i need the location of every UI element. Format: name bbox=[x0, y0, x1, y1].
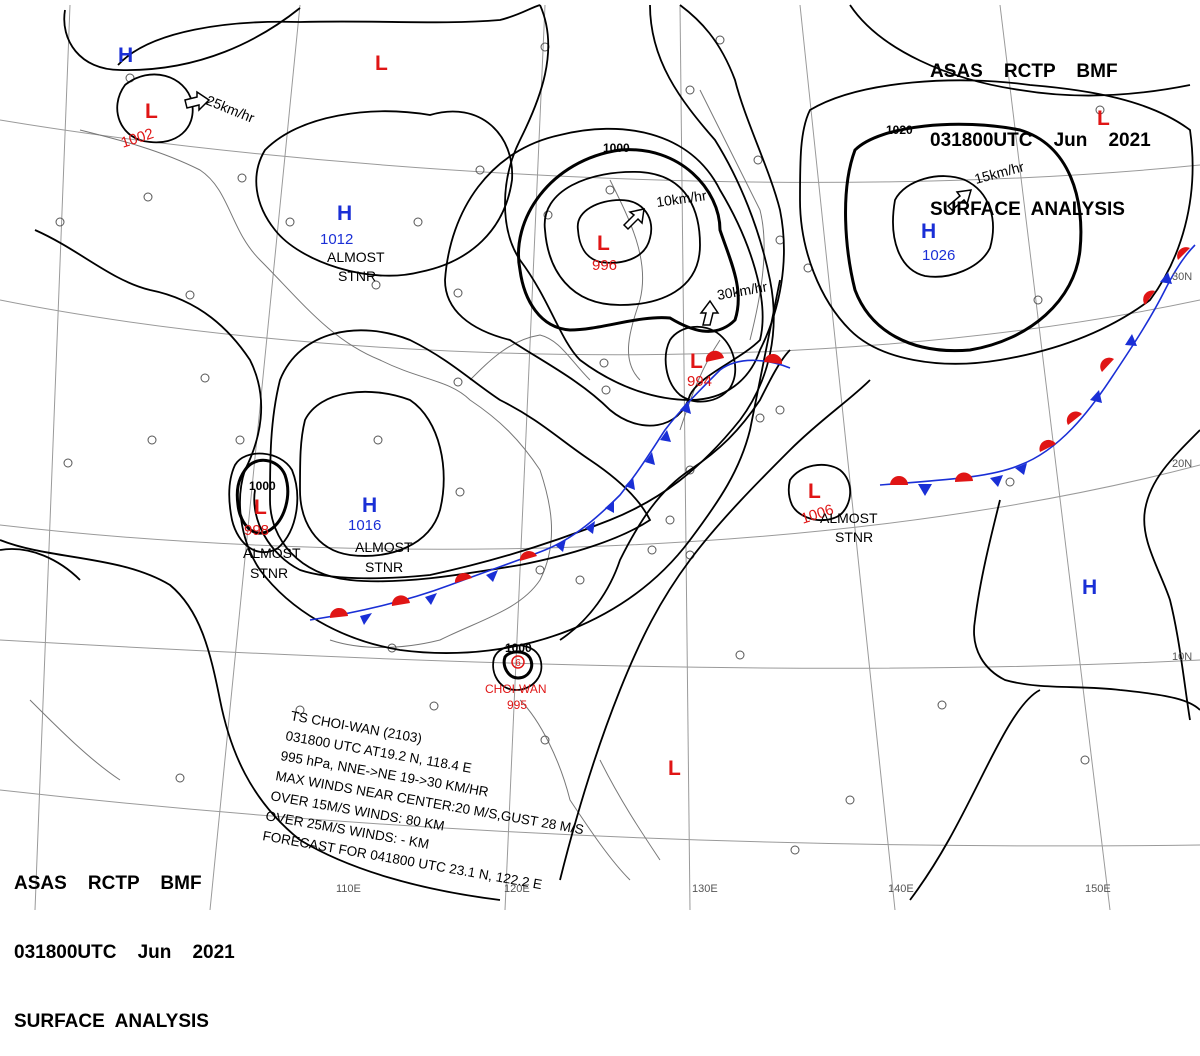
isobar-label: 1000 bbox=[603, 141, 630, 155]
latitude-label: 20N bbox=[1172, 458, 1192, 470]
isobar-china-high bbox=[299, 390, 445, 557]
isobar-low-996 bbox=[543, 171, 701, 306]
isobar-1000-mid bbox=[517, 148, 740, 333]
isobar-pacific-high-outer bbox=[799, 79, 1194, 365]
longitude-label: 110E bbox=[336, 883, 361, 895]
isobar-far-left bbox=[0, 548, 81, 581]
pressure-center-symbol: L bbox=[1097, 107, 1110, 130]
tc-symbol: 6 bbox=[511, 655, 525, 669]
pressure-center-symbol: L bbox=[690, 350, 703, 373]
header-line1: ASAS RCTP BMF bbox=[930, 61, 1118, 82]
isobar-central-low-outer bbox=[504, 4, 785, 401]
header-line2: 031800UTC Jun 2021 bbox=[14, 942, 235, 963]
pressure-center-symbol: H bbox=[118, 44, 133, 67]
header-line1: ASAS RCTP BMF bbox=[14, 873, 202, 894]
pressure-center-value: 1012 bbox=[320, 231, 353, 248]
storm-name: CHOI-WAN bbox=[485, 682, 547, 696]
grid-labels: 30N 20N 10N 110E 120E 130E 140E 150E bbox=[336, 271, 1192, 895]
isobar-choiwan-outer bbox=[492, 644, 543, 691]
stationary-label-line2: STNR bbox=[835, 529, 873, 545]
longitude-label: 130E bbox=[692, 883, 718, 895]
pressure-center-value: 998 bbox=[244, 522, 269, 539]
isobar-east-1006 bbox=[787, 463, 852, 522]
stationary-label-line2: STNR bbox=[250, 565, 288, 581]
stationary-labels: ALMOST STNR ALMOST STNR ALMOST STNR ALMO… bbox=[243, 249, 878, 581]
longitude-label: 140E bbox=[888, 883, 914, 895]
stationary-label-line1: ALMOST bbox=[243, 545, 301, 561]
stationary-label-line1: ALMOST bbox=[820, 510, 878, 526]
isobar-labels: 1000 1020 1000 1000 bbox=[249, 123, 913, 655]
storm-label: CHOI-WAN 995 bbox=[485, 682, 547, 712]
isobars bbox=[0, 4, 1200, 901]
isobar-low-996-inner bbox=[577, 199, 653, 264]
latitude-label: 10N bbox=[1172, 651, 1192, 663]
isobar-label: 1000 bbox=[249, 479, 276, 493]
pressure-center-symbol: L bbox=[145, 100, 158, 123]
station-plots bbox=[55, 35, 1105, 855]
pressure-center-symbol: L bbox=[808, 480, 821, 503]
isobar-1000-outer bbox=[444, 127, 764, 427]
isobar-label: 1020 bbox=[886, 123, 913, 137]
coastlines bbox=[29, 89, 765, 881]
header-line2: 031800UTC Jun 2021 bbox=[930, 130, 1151, 151]
motion-arrows bbox=[184, 90, 973, 326]
pressure-center-value: 994 bbox=[687, 373, 712, 390]
isobar-big-north bbox=[117, 4, 541, 66]
isobar-southeast bbox=[909, 689, 1041, 901]
pressure-center-symbol: L bbox=[375, 52, 388, 75]
pressure-center-symbol: L bbox=[597, 232, 610, 255]
isobar-east-right bbox=[1143, 429, 1200, 721]
isobar-label: 1000 bbox=[505, 641, 532, 655]
map-header-top: ASAS RCTP BMF 031800UTC Jun 2021 SURFACE… bbox=[930, 14, 1151, 244]
longitude-label: 150E bbox=[1085, 883, 1111, 895]
isobar-top-left bbox=[63, 7, 301, 71]
storm-pressure: 995 bbox=[507, 698, 527, 712]
pressure-center-symbol: H bbox=[1082, 576, 1097, 599]
pressure-center-symbol: H bbox=[337, 202, 352, 225]
pressure-center-value: 1026 bbox=[922, 247, 955, 264]
motion-arrow-icon bbox=[184, 90, 211, 112]
pressure-center-value: 1016 bbox=[348, 517, 381, 534]
map-header-bottom: ASAS RCTP BMF 031800UTC Jun 2021 SURFACE… bbox=[14, 826, 235, 1056]
isobar-choiwan-inner bbox=[502, 650, 534, 680]
motion-arrow-icon bbox=[946, 189, 973, 212]
isobar-low-994 bbox=[664, 326, 737, 403]
stationary-front-east bbox=[879, 244, 1196, 496]
pressure-center-symbol: L bbox=[254, 496, 267, 519]
isobar-nw-low bbox=[116, 73, 194, 144]
pressure-center-symbol: L bbox=[668, 757, 681, 780]
stationary-label-line2: STNR bbox=[365, 559, 403, 575]
pressure-center-symbol: H bbox=[921, 220, 936, 243]
latitude-label: 30N bbox=[1172, 271, 1192, 283]
isobar-far-east bbox=[849, 4, 1191, 97]
isobar-west-low-outer bbox=[228, 452, 299, 554]
isobar-1020 bbox=[844, 122, 1083, 353]
stationary-label-line1: ALMOST bbox=[327, 249, 385, 265]
header-line3: SURFACE ANALYSIS bbox=[930, 199, 1125, 220]
svg-text:6: 6 bbox=[515, 658, 521, 669]
isobar-west-low bbox=[235, 459, 290, 535]
header-line3: SURFACE ANALYSIS bbox=[14, 1011, 209, 1032]
weather-map: 6 H L 1002 L H 1012 L 996 H 1026 L L 994… bbox=[0, 4, 1200, 911]
stationary-label-line2: STNR bbox=[338, 268, 376, 284]
motion-arrow-icon bbox=[699, 299, 720, 326]
longitude-label: 120E bbox=[504, 883, 530, 895]
pressure-center-value: 996 bbox=[592, 257, 617, 274]
isobar-pacific-high-inner bbox=[892, 175, 994, 278]
motion-arrow-icon bbox=[622, 208, 645, 231]
isobar-sw-lower bbox=[0, 539, 501, 901]
motion-label: 10km/hr bbox=[655, 187, 708, 210]
stationary-front-west bbox=[309, 350, 791, 625]
isobar-mongolia-high bbox=[255, 110, 513, 277]
isobar-southwest-long bbox=[34, 229, 781, 654]
isobar-south-long bbox=[559, 379, 871, 881]
isobar-south-central bbox=[559, 349, 791, 641]
isobar-east-lower bbox=[973, 499, 1200, 711]
pressure-center-symbol: H bbox=[362, 494, 377, 517]
stationary-label-line1: ALMOST bbox=[355, 539, 413, 555]
